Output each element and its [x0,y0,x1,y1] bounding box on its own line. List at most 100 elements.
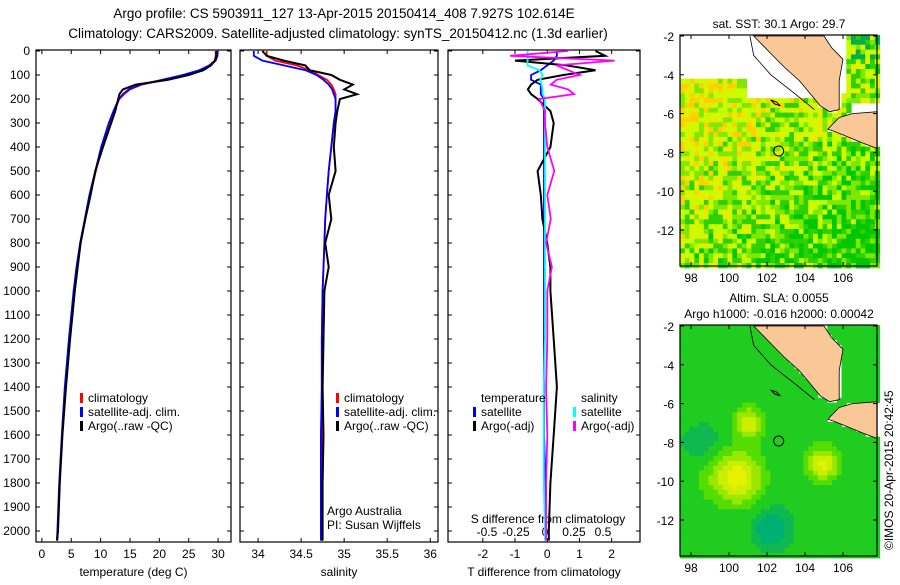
data-cell [870,363,876,370]
data-cell [836,538,843,544]
data-cell [779,199,786,206]
data-cell [765,339,771,345]
data-cell [713,146,719,152]
data-cell [832,166,838,172]
data-cell [741,470,748,476]
data-cell [827,136,833,143]
data-cell [817,170,824,177]
data-cell [779,436,786,442]
data-cell [746,373,752,379]
data-cell [770,543,776,549]
data-cell [746,107,752,114]
data-cell [727,170,733,177]
data-cell [722,233,729,240]
data-cell [760,199,767,206]
data-cell [836,209,843,215]
data-cell [808,258,814,264]
data-cell [832,141,838,148]
data-cell [841,509,847,515]
data-cell [694,543,700,549]
data-cell [684,78,691,85]
data-cell [794,204,800,211]
data-cell [727,132,733,138]
data-cell [803,229,809,235]
data-cell [718,368,724,375]
data-cell [703,426,710,433]
data-cell [746,258,752,264]
data-cell [741,412,748,418]
data-cell [860,514,866,520]
data-cell [741,238,748,245]
data-cell [760,436,767,442]
data-cell [817,451,824,457]
data-cell [822,151,828,157]
data-cell [703,136,710,143]
data-cell [760,422,767,428]
data-cell [689,248,695,254]
data-cell [751,504,757,510]
data-cell [798,533,805,539]
data-cell [732,470,738,476]
data-cell [775,441,781,447]
data-cell [779,248,786,254]
data-cell [822,397,828,404]
data-cell [789,151,795,157]
data-cell [703,238,710,245]
data-cell [770,489,776,496]
data-cell [803,538,809,544]
data-cell [708,402,714,408]
data-cell [779,368,786,375]
data-cell [813,224,819,230]
data-cell [722,122,729,128]
data-cell [779,446,786,452]
data-cell [713,233,719,240]
data-cell [789,166,795,172]
data-cell [784,509,790,515]
data-cell [870,494,876,501]
data-cell [836,397,843,404]
data-cell [822,533,828,539]
data-cell [827,219,833,225]
data-cell [794,224,800,230]
data-cell [841,214,847,220]
data-cell [855,141,862,148]
data-cell [703,533,710,539]
data-cell [775,122,781,128]
data-cell [708,504,714,510]
data-cell [680,460,686,467]
data-cell [841,339,847,345]
data-cell [822,238,828,245]
data-cell [722,185,729,191]
data-cell [699,392,705,399]
data-cell [760,102,767,109]
data-cell [737,373,743,379]
data-cell [827,238,833,245]
data-cell [803,470,809,476]
data-cell [713,480,719,486]
data-cell [832,180,838,186]
data-cell [841,349,847,355]
data-cell [870,504,876,510]
data-cell [694,533,700,539]
data-cell [841,325,847,331]
data-cell [756,519,762,525]
data-cell [713,199,719,206]
data-cell [713,523,719,530]
data-cell [798,229,805,235]
data-cell [798,480,805,486]
data-cell [798,460,805,467]
data-cell [737,161,743,167]
data-cell [813,229,819,235]
data-cell [708,98,714,104]
legend-swatch [80,421,83,431]
data-cell [855,456,862,462]
data-cell [855,224,862,230]
lat-tick-label: -8 [663,146,674,160]
data-cell [718,253,724,259]
data-cell [756,214,762,220]
data-cell [779,141,786,148]
data-cell [789,397,795,404]
data-cell [722,383,729,389]
data-cell [813,509,819,515]
data-cell [708,209,714,215]
